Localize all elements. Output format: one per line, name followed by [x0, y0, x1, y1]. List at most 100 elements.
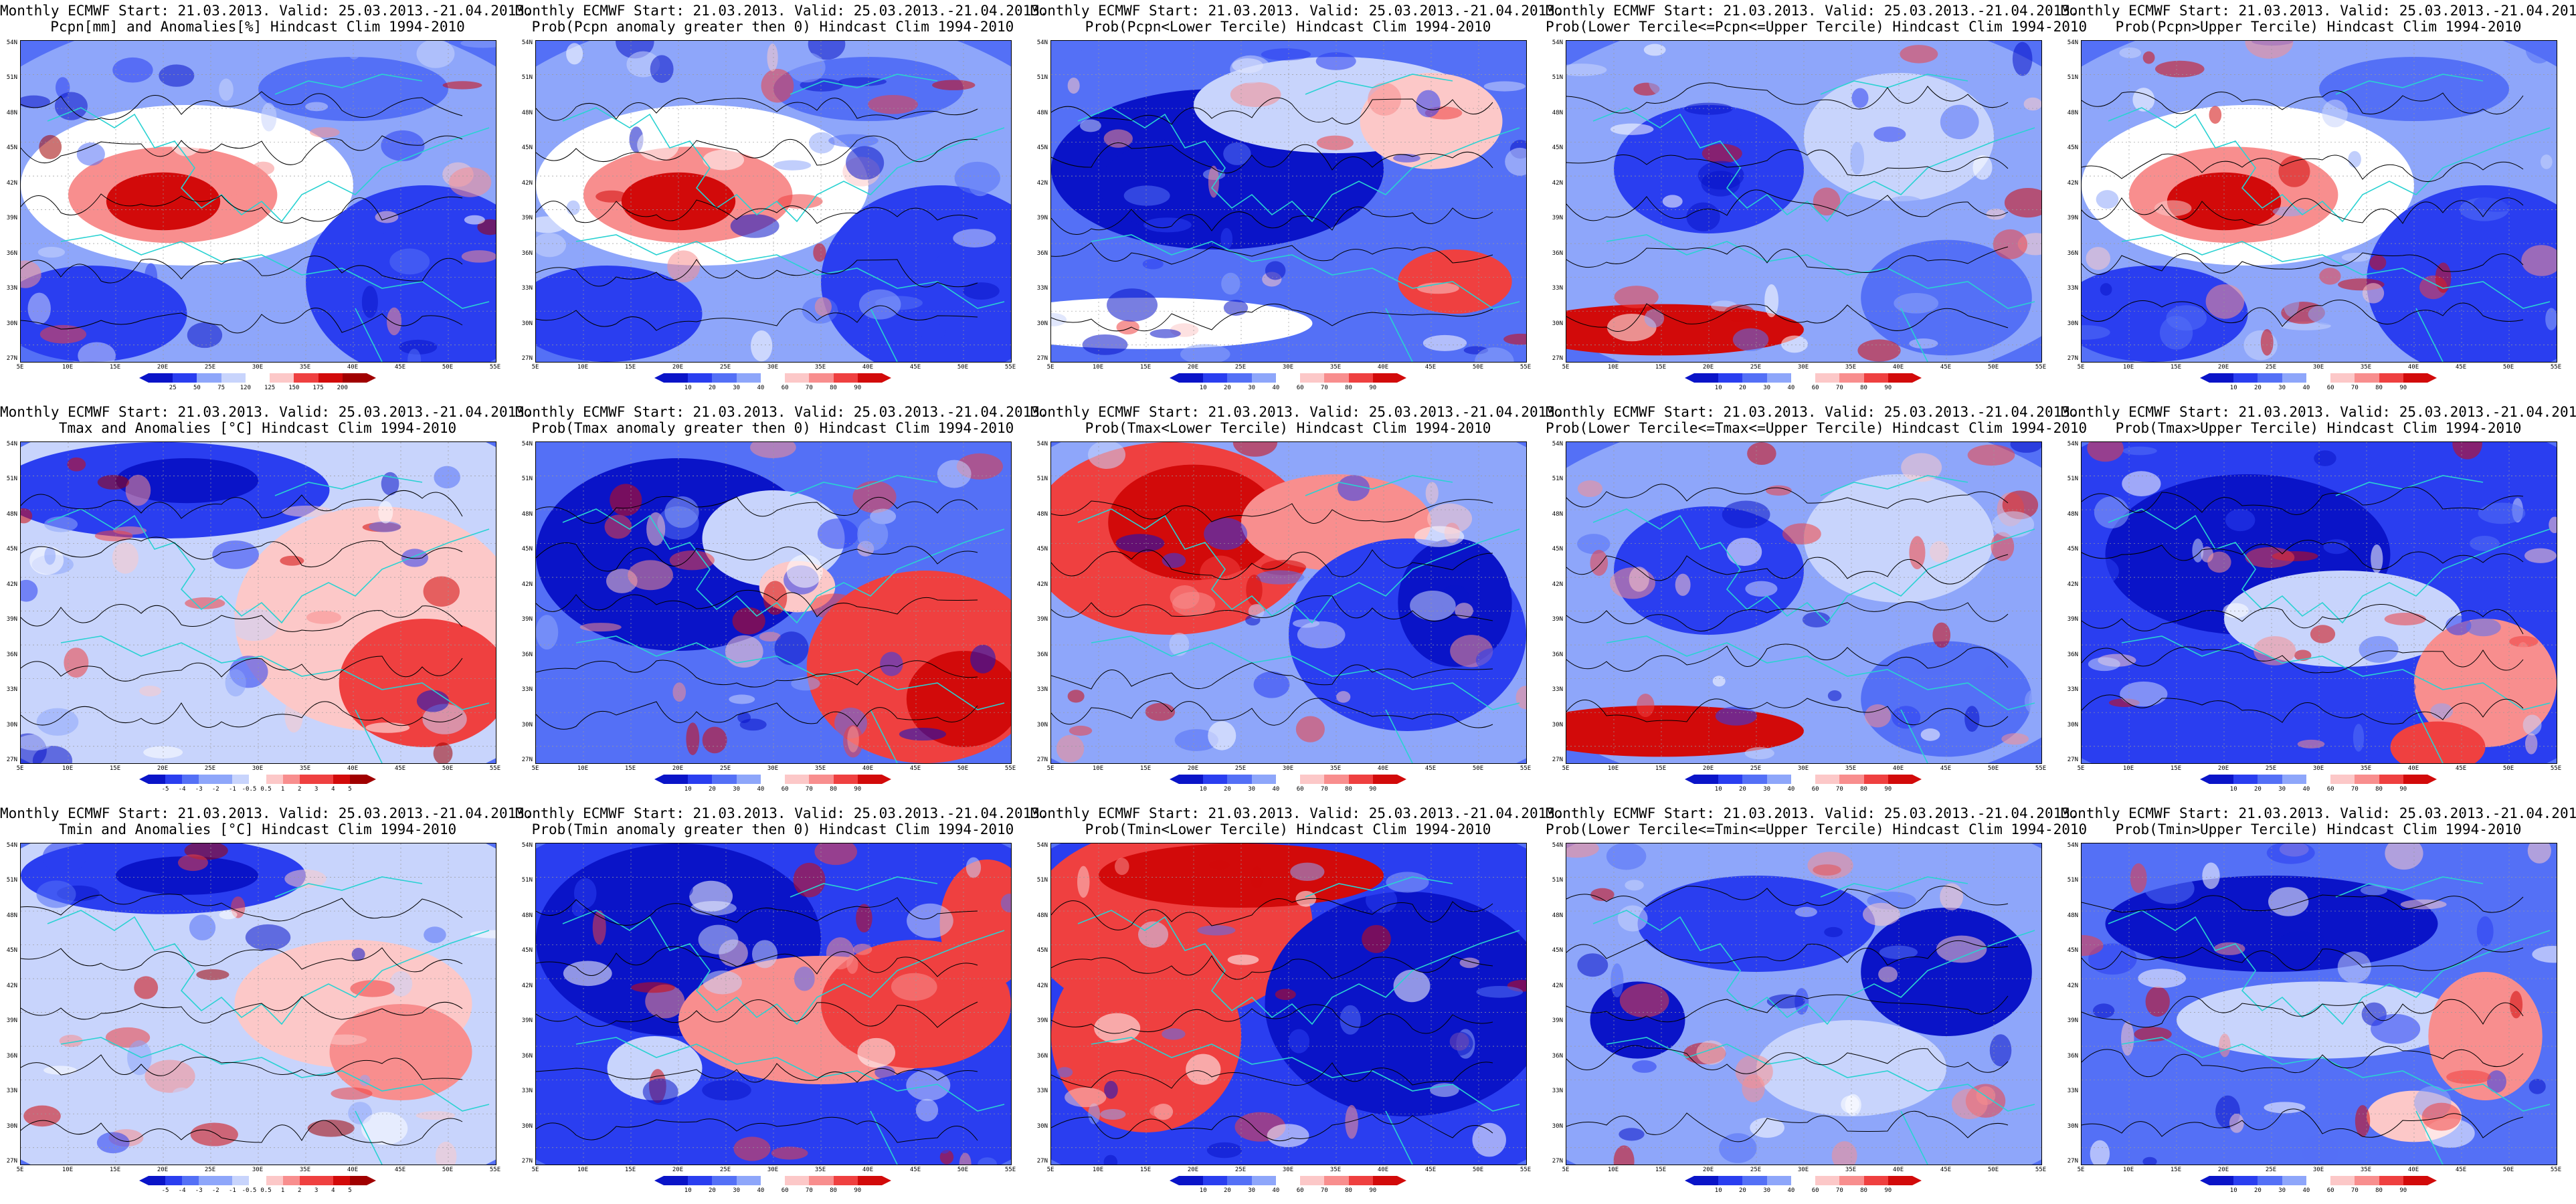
- colorbar-tick-label: 30: [2278, 385, 2286, 391]
- longitude-label: 25E: [1234, 364, 1247, 371]
- field-speckle: [2385, 843, 2423, 870]
- longitude-label: 5E: [1046, 1167, 1054, 1173]
- field-speckle: [2219, 1033, 2231, 1058]
- latitude-label: 42N: [6, 982, 17, 989]
- colorbar-tick-label: 150: [288, 385, 300, 391]
- latitude-label: 39N: [2067, 215, 2078, 222]
- latitude-label: 54N: [1552, 441, 1563, 447]
- climatology-contour: [21, 256, 463, 284]
- latitude-label: 45N: [1036, 546, 1048, 553]
- coastline: [2108, 475, 2551, 763]
- field-speckle: [2096, 190, 2119, 209]
- latitude-label: 30N: [1036, 1122, 1048, 1130]
- latitude-label: 51N: [1036, 877, 1048, 884]
- field-speckle: [750, 442, 796, 459]
- latitude-label: 48N: [1036, 912, 1048, 919]
- colorbar-tick-label: -2: [211, 1187, 219, 1194]
- field-speckle: [37, 247, 66, 258]
- field-speckle: [323, 1034, 367, 1045]
- field-speckle: [1856, 484, 1903, 503]
- field-speckle: [280, 555, 304, 566]
- colorbar-segment: [1790, 775, 1816, 784]
- latitude-label: 54N: [6, 441, 17, 447]
- field-speckle: [306, 611, 341, 624]
- longitude-label: 25E: [719, 1167, 731, 1173]
- colorbar-tick-label: 10: [2229, 786, 2237, 793]
- field-speckle: [1386, 872, 1429, 893]
- climatology-contour: [536, 701, 978, 730]
- longitude-label: 50E: [1987, 765, 1999, 772]
- colorbar-segment: [736, 373, 761, 383]
- field-speckle: [219, 910, 238, 920]
- field-speckle: [139, 686, 162, 697]
- forecast-map: [1050, 441, 1527, 764]
- field-speckle: [54, 1009, 72, 1021]
- climatology-contour: [1051, 303, 1493, 332]
- field-speckle: [42, 843, 86, 874]
- colorbar-segment: [1203, 373, 1228, 383]
- field-speckle: [2525, 41, 2553, 64]
- field-speckle: [2524, 548, 2557, 563]
- forecast-map: [1566, 843, 2042, 1165]
- field-speckle: [702, 726, 727, 754]
- field-speckle: [1000, 894, 1011, 913]
- latitude-label: 33N: [1036, 285, 1048, 292]
- colorbar-tick-label: 10: [684, 385, 692, 391]
- latitude-label: 39N: [6, 215, 17, 222]
- field-speckle: [2278, 156, 2310, 187]
- field-speckle: [225, 669, 246, 697]
- longitude-label: 10E: [577, 765, 589, 772]
- colorbar-tick-label: 70: [1320, 1187, 1328, 1194]
- climatology-contour: [536, 98, 978, 121]
- field-speckle: [1744, 746, 1774, 760]
- climatology-contour: [1566, 1045, 2009, 1074]
- forecast-field: [21, 41, 496, 362]
- field-speckle: [1732, 328, 1769, 351]
- field-speckle: [1221, 272, 1240, 295]
- field-speckle: [381, 130, 425, 161]
- longitude-label: 10E: [1092, 1167, 1104, 1173]
- longitude-label: 15E: [1655, 765, 1667, 772]
- latitude-label: 27N: [1552, 355, 1563, 362]
- latitude-label: 42N: [2067, 982, 2078, 989]
- latitude-label: 33N: [6, 686, 17, 694]
- field-speckle: [899, 727, 947, 741]
- longitude-label: 5E: [1046, 765, 1054, 772]
- latitude-label: 51N: [521, 877, 533, 884]
- longitude-label: 35E: [814, 765, 826, 772]
- field-speckle: [1275, 989, 1296, 1000]
- field-speckle: [702, 1080, 751, 1101]
- field-speckle: [2509, 635, 2539, 647]
- field-speckle: [1472, 1122, 1506, 1157]
- field-speckle: [646, 512, 666, 546]
- longitude-label: 35E: [2360, 364, 2372, 371]
- field-speckle: [21, 579, 38, 602]
- field-speckle: [2512, 934, 2545, 950]
- field-speckle: [2213, 942, 2245, 955]
- latitude-label: 36N: [521, 249, 533, 257]
- colorbar: [654, 373, 891, 383]
- field-speckle: [2220, 74, 2232, 102]
- colorbar-segment: [664, 775, 688, 784]
- field-speckle: [1200, 555, 1241, 591]
- colorbar-segment: [232, 1176, 250, 1185]
- map-panel-r2c5: Monthly ECMWF Start: 21.03.2013. Valid: …: [2061, 401, 2576, 803]
- field-speckle: [2302, 1134, 2339, 1165]
- field-speckle: [1901, 453, 1942, 482]
- longitude-label: 40E: [1377, 765, 1389, 772]
- field-speckle: [610, 308, 621, 326]
- field-speckle: [1644, 309, 1665, 328]
- latitude-label: 48N: [1552, 109, 1563, 116]
- climatology-contour: [1051, 698, 1493, 728]
- colorbar-max-arrow: [1912, 775, 1922, 784]
- field-speckle: [730, 214, 779, 238]
- field-speckle: [1246, 574, 1263, 606]
- longitude-label: 25E: [1750, 1167, 1762, 1173]
- panel-title: Monthly ECMWF Start: 21.03.2013. Valid: …: [515, 3, 1048, 35]
- field-speckle: [1577, 480, 1603, 498]
- colorbar-segment: [2306, 1176, 2331, 1185]
- map-panel-r1c1: Monthly ECMWF Start: 21.03.2013. Valid: …: [0, 0, 533, 401]
- field-speckle: [786, 555, 823, 588]
- longitude-label: 25E: [204, 765, 216, 772]
- field-speckle: [112, 542, 139, 574]
